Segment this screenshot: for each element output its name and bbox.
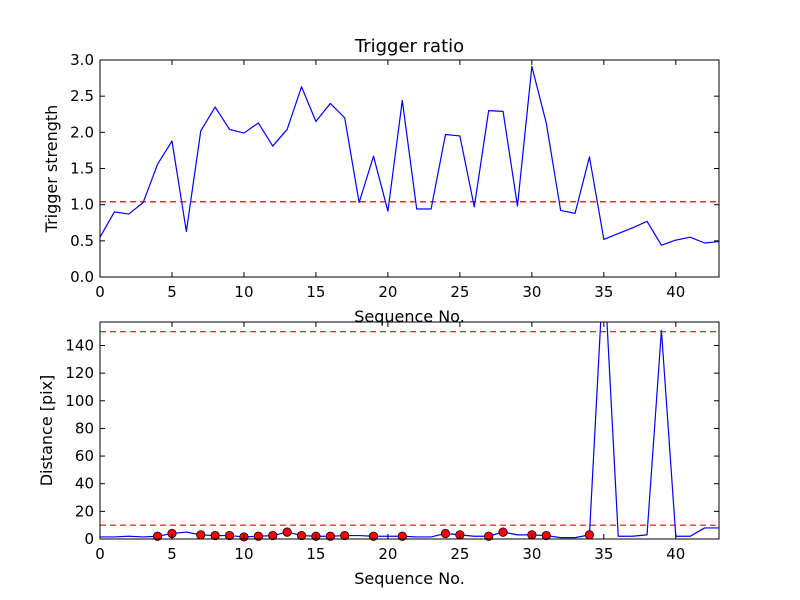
x-axis-label: Sequence No.	[354, 307, 465, 326]
y-tick-label: 1.5	[70, 160, 94, 178]
y-tick-label: 80	[75, 419, 94, 437]
plot-frame	[99, 59, 720, 278]
x-tick-label: 15	[306, 545, 325, 563]
x-tick-label: 25	[450, 545, 469, 563]
x-tick-label: 5	[167, 283, 177, 301]
y-tick-label: 0.5	[70, 232, 94, 250]
x-tick-label: 15	[306, 283, 325, 301]
markers	[152, 527, 595, 542]
threshold-lines	[100, 331, 719, 526]
data-point-marker	[368, 531, 379, 541]
data-point-marker	[152, 531, 163, 541]
trigger-ratio-panel: Trigger ratio Sequence No. Trigger stren…	[42, 36, 720, 326]
y-tick-label: 140	[65, 336, 94, 354]
x-tick-label: 20	[378, 545, 397, 563]
y-tick-label: 3.0	[70, 51, 94, 69]
x-axis-label: Sequence No.	[354, 569, 465, 588]
y-tick-label: 0.0	[70, 268, 94, 286]
y-tick-label: 20	[75, 502, 94, 520]
x-tick-label: 40	[666, 283, 685, 301]
y-tick-label: 1.0	[70, 196, 94, 214]
axis-ticks: 0 5 10 15 20 25 30 35 40 0.0 0.5 1.0 1.5 2.0 2.5 3.0	[70, 51, 719, 301]
data-point-marker	[296, 530, 307, 541]
data-point-marker	[210, 530, 220, 541]
y-tick-label: 120	[65, 364, 94, 382]
chart-title: Trigger ratio	[354, 36, 464, 57]
x-tick-label: 10	[234, 545, 253, 563]
x-tick-label: 35	[594, 283, 613, 301]
x-tick-label: 5	[167, 545, 177, 563]
data-point-marker	[268, 530, 278, 541]
data-point-marker	[541, 530, 551, 541]
y-tick-label: 40	[75, 475, 94, 493]
data-point-marker	[253, 531, 263, 541]
data-point-marker	[224, 530, 235, 541]
data-point-marker	[484, 531, 494, 541]
y-tick-label: 0	[84, 530, 94, 548]
y-tick-label: 2.5	[70, 87, 94, 105]
data-point-marker	[440, 528, 451, 539]
y-tick-label: 2.0	[70, 123, 94, 141]
data-point-marker	[498, 527, 508, 537]
x-tick-label: 30	[522, 283, 541, 301]
x-tick-label: 30	[522, 545, 541, 563]
y-axis-label: Trigger strength	[42, 105, 61, 234]
data-point-marker	[325, 531, 335, 541]
axis-ticks: 0 5 10 15 20 25 30 35 40 0 20 40 60 80 100 120 140	[65, 322, 719, 563]
data-point-marker	[584, 530, 595, 540]
data-point-marker	[196, 530, 206, 540]
y-axis-label: Distance [pix]	[37, 375, 56, 487]
x-tick-label: 35	[594, 545, 613, 563]
x-tick-label: 0	[95, 545, 105, 563]
y-tick-label: 100	[65, 392, 94, 410]
series-lines	[100, 65, 719, 246]
y-tick-label: 60	[75, 447, 94, 465]
x-tick-label: 20	[378, 283, 397, 301]
x-tick-label: 10	[234, 283, 253, 301]
distance-panel: Sequence No. Distance [pix] 0 5 10 15 20 25 30…	[37, 321, 720, 588]
data-point-marker	[282, 527, 292, 537]
x-tick-label: 0	[95, 283, 105, 301]
series-line	[100, 65, 719, 246]
data-point-marker	[397, 531, 407, 541]
x-tick-label: 25	[450, 283, 469, 301]
x-tick-label: 40	[666, 545, 685, 563]
data-point-marker	[340, 530, 350, 541]
plot-frame	[99, 321, 720, 540]
